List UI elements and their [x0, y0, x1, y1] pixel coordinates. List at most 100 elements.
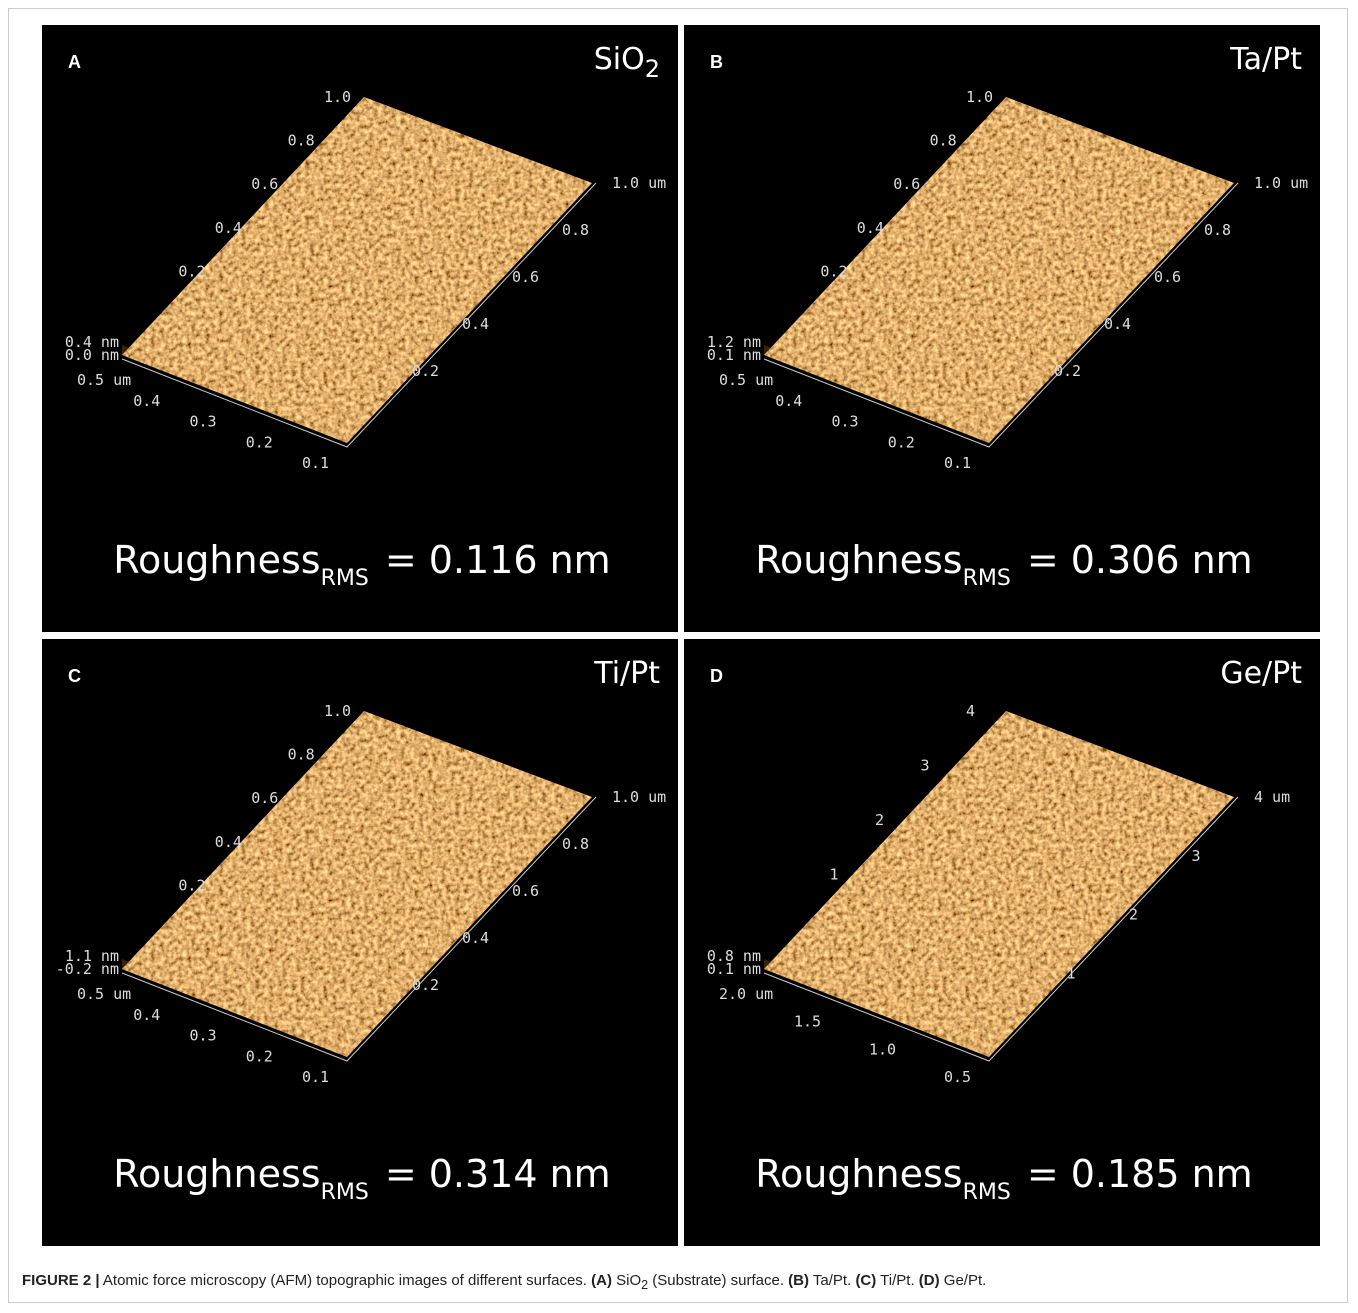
- caption-ref: (C): [855, 1272, 876, 1289]
- axis-tick-label: 0.2: [178, 876, 205, 894]
- roughness-value: = 0.185 nm: [1027, 1152, 1253, 1196]
- axis-tick-label: 0.2: [412, 362, 439, 380]
- caption-sub: 2: [641, 1278, 648, 1292]
- roughness-subscript: RMS: [963, 566, 1011, 591]
- axis-tick-label: 1.0: [966, 88, 993, 106]
- panel-material: Ti/Pt: [593, 656, 660, 691]
- panel-material: Ge/Pt: [1220, 656, 1302, 691]
- axis-tick-label: 3: [921, 757, 930, 775]
- axis-tick-label: 0.3: [832, 413, 859, 431]
- axis-tick-label: 0.2: [820, 262, 847, 280]
- axis-tick-label: 0.1: [302, 1068, 329, 1086]
- axis-tick-label: 0.4: [775, 392, 802, 410]
- axis-tick-label: 0.1: [944, 454, 971, 472]
- axis-tick-label: 0.5 um: [719, 371, 773, 389]
- axis-tick-label: 0.6: [251, 789, 278, 807]
- axis-tick-label: 0.8: [288, 132, 315, 150]
- axis-tick-label: 0.4: [133, 1006, 160, 1024]
- afm-panel: 0.5 um0.40.30.20.10.20.40.60.81.0 um0.20…: [42, 639, 678, 1246]
- axis-tick-label: 0.5: [944, 1068, 971, 1086]
- afm-panel: 0.5 um0.40.30.20.10.20.40.60.81.0 um0.20…: [684, 25, 1320, 632]
- caption-text: Ge/Pt.: [944, 1272, 987, 1289]
- axis-tick-label: 0.5 um: [77, 985, 131, 1003]
- axis-tick-label: 2.0 um: [719, 985, 773, 1003]
- caption: FIGURE 2 | Atomic force microscopy (AFM)…: [22, 1272, 986, 1292]
- axis-tick-label: 0.5 um: [77, 371, 131, 389]
- roughness-value: = 0.314 nm: [385, 1152, 611, 1196]
- axis-tick-label: 0.8: [1204, 221, 1231, 239]
- material-name: Ge/Pt: [1220, 656, 1302, 691]
- axis-tick-label: 0.4: [215, 219, 242, 237]
- axis-tick-label: 0.4: [462, 929, 489, 947]
- caption-label: FIGURE 2 |: [22, 1272, 100, 1289]
- panel-letter: A: [68, 52, 81, 72]
- axis-tick-label: 1.0: [324, 702, 351, 720]
- caption-ref: (B): [788, 1272, 809, 1289]
- roughness-subscript: RMS: [321, 1180, 369, 1205]
- roughness-label: Roughness: [113, 538, 320, 582]
- roughness-label: Roughness: [113, 1152, 320, 1196]
- material-name: Ti/Pt: [593, 656, 660, 691]
- afm-panel: 0.5 um0.40.30.20.10.20.40.60.81.0 um0.20…: [42, 25, 678, 632]
- axis-tick-label: 1: [830, 866, 839, 884]
- axis-tick-label: 1.0: [869, 1040, 896, 1058]
- roughness-label: Roughness: [755, 1152, 962, 1196]
- axis-tick-label: 0.8: [288, 746, 315, 764]
- axis-tick-label: 0.3: [190, 1027, 217, 1045]
- axis-tick-label: 1.0 um: [612, 788, 666, 806]
- axis-tick-label: 0.2: [246, 1047, 273, 1065]
- caption-text: Atomic force microscopy (AFM) topographi…: [103, 1272, 587, 1289]
- caption-ref: (D): [919, 1272, 940, 1289]
- axis-tick-label: 1.5: [794, 1013, 821, 1031]
- axis-tick-label: 0.8: [562, 221, 589, 239]
- roughness-subscript: RMS: [963, 1180, 1011, 1205]
- caption-ref: (A): [591, 1272, 612, 1289]
- caption-text: (Substrate) surface.: [652, 1272, 784, 1289]
- axis-tick-label: 2: [1129, 906, 1138, 924]
- axis-tick-label: 0.6: [1154, 268, 1181, 286]
- caption-text: Ta/Pt.: [813, 1272, 851, 1289]
- panel-letter: B: [710, 52, 723, 72]
- axis-tick-label: 1.0: [324, 88, 351, 106]
- z-label: 0.1 nm: [707, 960, 761, 978]
- axis-tick-label: 0.4: [133, 392, 160, 410]
- axis-tick-label: 0.4: [1104, 315, 1131, 333]
- panel-letter: D: [710, 666, 723, 686]
- page: 0.5 um0.40.30.20.10.20.40.60.81.0 um0.20…: [0, 0, 1358, 1313]
- axis-tick-label: 0.2: [888, 433, 915, 451]
- axis-tick-label: 0.2: [246, 433, 273, 451]
- material-name: SiO: [594, 42, 645, 77]
- axis-tick-label: 0.6: [512, 882, 539, 900]
- axis-tick-label: 4 um: [1254, 788, 1290, 806]
- axis-tick-label: 1.0 um: [612, 174, 666, 192]
- roughness-value: = 0.306 nm: [1027, 538, 1253, 582]
- axis-tick-label: 0.6: [512, 268, 539, 286]
- axis-tick-label: 0.3: [190, 413, 217, 431]
- material-name: Ta/Pt: [1229, 42, 1302, 77]
- figure: 0.5 um0.40.30.20.10.20.40.60.81.0 um0.20…: [0, 0, 1358, 1260]
- panel-letter: C: [68, 666, 81, 686]
- axis-tick-label: 0.1: [302, 454, 329, 472]
- axis-tick-label: 0.4: [462, 315, 489, 333]
- z-label: -0.2 nm: [56, 960, 119, 978]
- axis-tick-label: 0.6: [893, 175, 920, 193]
- z-label: 0.0 nm: [65, 346, 119, 364]
- roughness-subscript: RMS: [321, 566, 369, 591]
- axis-tick-label: 0.8: [562, 835, 589, 853]
- panel-material: Ta/Pt: [1229, 42, 1302, 77]
- axis-tick-label: 0.2: [1054, 362, 1081, 380]
- axis-tick-label: 0.4: [857, 219, 884, 237]
- axis-tick-label: 1: [1067, 964, 1076, 982]
- z-label: 0.1 nm: [707, 346, 761, 364]
- caption-text: Ti/Pt.: [880, 1272, 914, 1289]
- axis-tick-label: 0.2: [412, 976, 439, 994]
- axis-tick-label: 0.8: [930, 132, 957, 150]
- axis-tick-label: 1.0 um: [1254, 174, 1308, 192]
- material-subscript: 2: [645, 55, 660, 83]
- axis-tick-label: 3: [1192, 847, 1201, 865]
- caption-text: SiO: [616, 1272, 641, 1289]
- roughness-value: = 0.116 nm: [385, 538, 611, 582]
- roughness-label: Roughness: [755, 538, 962, 582]
- axis-tick-label: 4: [966, 702, 975, 720]
